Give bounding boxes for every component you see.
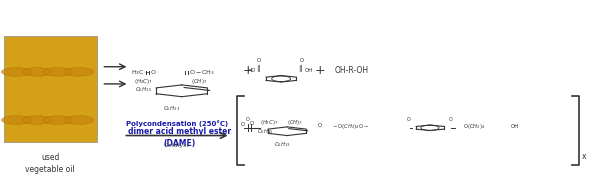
Circle shape <box>64 116 94 124</box>
Text: $(H_2C)_7$: $(H_2C)_7$ <box>260 118 279 127</box>
Text: $\|$: $\|$ <box>298 63 303 74</box>
Text: O: O <box>300 58 304 63</box>
Text: +: + <box>315 64 325 77</box>
Text: Catalyst: Catalyst <box>164 143 190 148</box>
Text: O$(CH_2)_4$: O$(CH_2)_4$ <box>463 122 485 131</box>
Text: $C_6H_{13}$: $C_6H_{13}$ <box>274 141 291 149</box>
Text: $\|$: $\|$ <box>256 63 261 74</box>
Text: OH: OH <box>510 124 518 129</box>
Text: -: - <box>250 125 252 131</box>
Text: $C_6H_{15}$: $C_6H_{15}$ <box>135 86 152 94</box>
Circle shape <box>1 116 31 124</box>
Text: Polycondensation (250°C): Polycondensation (250°C) <box>126 120 228 127</box>
Text: x: x <box>582 152 586 161</box>
Text: O: O <box>240 122 245 127</box>
Text: +: + <box>243 64 254 77</box>
Circle shape <box>43 68 73 76</box>
Text: O: O <box>318 123 322 128</box>
Text: O: O <box>249 121 254 126</box>
Text: dimer acid methyl ester
(DAME): dimer acid methyl ester (DAME) <box>129 127 231 148</box>
Text: O: O <box>245 117 249 122</box>
Text: O: O <box>407 117 411 122</box>
Bar <box>4 36 97 142</box>
Text: O: O <box>257 58 261 63</box>
Text: OH: OH <box>305 68 313 73</box>
Text: used
vegetable oil: used vegetable oil <box>25 153 75 173</box>
Circle shape <box>64 68 94 76</box>
Text: HO: HO <box>248 68 256 73</box>
Text: $C_6H_{13}$: $C_6H_{13}$ <box>163 104 181 113</box>
Text: OH-R-OH: OH-R-OH <box>335 66 369 75</box>
Circle shape <box>1 68 31 76</box>
Circle shape <box>22 116 52 124</box>
Text: $(H_2C)_7$: $(H_2C)_7$ <box>133 77 152 86</box>
Text: $\sim$O$(CH_2)_4$O$\sim$: $\sim$O$(CH_2)_4$O$\sim$ <box>331 122 369 131</box>
Circle shape <box>22 68 52 76</box>
Text: O: O <box>449 117 453 122</box>
Text: $C_6H_{15}$: $C_6H_{15}$ <box>257 127 274 136</box>
Text: $(CH)_7$: $(CH)_7$ <box>287 118 303 127</box>
Text: $(CH)_7$: $(CH)_7$ <box>191 77 207 86</box>
Text: $\mathregular{O-CH_3}$: $\mathregular{O-CH_3}$ <box>189 68 215 77</box>
Circle shape <box>43 116 73 124</box>
Text: $\mathregular{H_3C-O}$: $\mathregular{H_3C-O}$ <box>131 68 157 77</box>
